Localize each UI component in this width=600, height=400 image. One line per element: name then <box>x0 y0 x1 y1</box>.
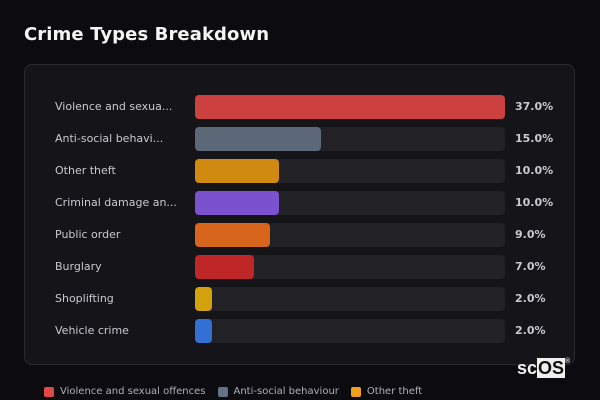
legend-swatch-icon <box>44 386 54 397</box>
bar-row: Anti-social behavi... 15.0% <box>25 127 574 151</box>
bar-track <box>195 287 505 311</box>
logo-text: sc <box>517 358 538 378</box>
bar-row: Public order 9.0% <box>25 223 574 247</box>
bar[interactable] <box>195 127 321 151</box>
bar-track <box>195 95 505 119</box>
bar-row: Shoplifting 2.0% <box>25 287 574 311</box>
bar-label: Violence and sexua... <box>55 100 173 113</box>
bar-value: 15.0% <box>515 132 554 145</box>
bar[interactable] <box>195 159 279 183</box>
bar-row: Vehicle crime 2.0% <box>25 319 574 343</box>
bar[interactable] <box>195 319 212 343</box>
bar-track <box>195 319 505 343</box>
bar-track <box>195 223 505 247</box>
bar-value: 9.0% <box>515 228 546 241</box>
bar-label: Other theft <box>55 164 116 177</box>
chart-legend: Violence and sexual offences Anti-social … <box>44 386 422 397</box>
legend-label: Other theft <box>366 386 423 397</box>
bar-row: Other theft 10.0% <box>25 159 574 183</box>
legend-swatch-icon <box>217 386 228 397</box>
scos-logo: scOS® <box>517 358 570 379</box>
bar-label: Anti-social behavi... <box>55 132 164 145</box>
bar-label: Vehicle crime <box>55 324 129 337</box>
bar-track <box>195 191 505 215</box>
bar-value: 10.0% <box>515 164 554 177</box>
bar-label: Burglary <box>55 260 102 273</box>
bar[interactable] <box>195 191 279 215</box>
bar[interactable] <box>195 223 271 247</box>
bar-track <box>195 255 505 279</box>
bar-track <box>195 159 505 183</box>
bar-label: Shoplifting <box>55 292 114 305</box>
bar-value: 37.0% <box>515 100 554 113</box>
bar-value: 10.0% <box>515 196 554 209</box>
legend-label: Violence and sexual offences <box>60 386 206 397</box>
bar-value: 2.0% <box>515 324 546 337</box>
bar[interactable] <box>195 255 254 279</box>
bar-row: Burglary 7.0% <box>25 255 574 279</box>
bar[interactable] <box>195 287 212 311</box>
legend-swatch-icon <box>350 386 361 397</box>
registered-mark: ® <box>565 358 571 365</box>
bar[interactable] <box>195 95 505 119</box>
bar-row: Criminal damage an... 10.0% <box>25 191 574 215</box>
bar-track <box>195 127 505 151</box>
legend-label: Anti-social behaviour <box>233 386 339 397</box>
bar-value: 2.0% <box>515 292 546 305</box>
legend-item[interactable]: Other theft <box>350 386 423 397</box>
bar-value: 7.0% <box>515 260 546 273</box>
legend-item[interactable]: Violence and sexual offences <box>44 386 206 397</box>
logo-text-boxed: OS <box>537 358 566 378</box>
chart-title: Crime Types Breakdown <box>24 24 270 45</box>
bar-label: Public order <box>55 228 121 241</box>
bar-row: Violence and sexua... 37.0% <box>25 95 574 119</box>
bar-label: Criminal damage an... <box>55 196 177 209</box>
chart-panel: Violence and sexua... 37.0% Anti-social be… <box>24 64 575 365</box>
legend-item[interactable]: Anti-social behaviour <box>217 386 339 397</box>
